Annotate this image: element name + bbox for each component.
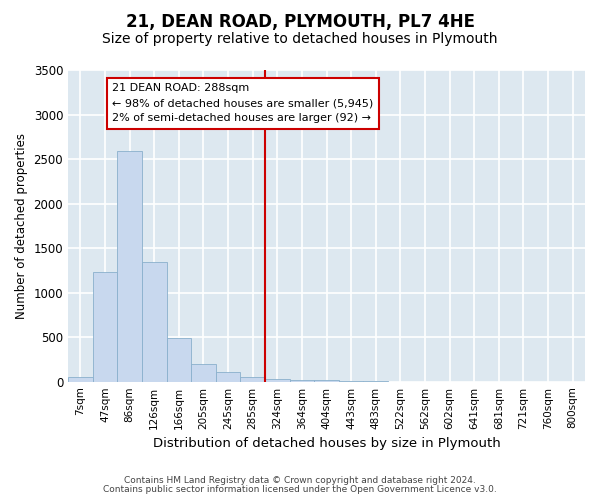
Bar [265, 378, 290, 382]
Bar [339, 381, 364, 382]
Text: 21, DEAN ROAD, PLYMOUTH, PL7 4HE: 21, DEAN ROAD, PLYMOUTH, PL7 4HE [125, 12, 475, 30]
Text: Size of property relative to detached houses in Plymouth: Size of property relative to detached ho… [102, 32, 498, 46]
Text: Contains public sector information licensed under the Open Government Licence v3: Contains public sector information licen… [103, 485, 497, 494]
Bar [167, 338, 191, 382]
Bar [92, 272, 117, 382]
Bar [142, 262, 167, 382]
Bar [290, 380, 314, 382]
Bar [241, 377, 265, 382]
Bar [191, 364, 216, 382]
Text: 21 DEAN ROAD: 288sqm
← 98% of detached houses are smaller (5,945)
2% of semi-det: 21 DEAN ROAD: 288sqm ← 98% of detached h… [112, 84, 374, 123]
Bar [68, 377, 92, 382]
X-axis label: Distribution of detached houses by size in Plymouth: Distribution of detached houses by size … [152, 437, 500, 450]
Bar [314, 380, 339, 382]
Bar [364, 381, 388, 382]
Bar [216, 372, 241, 382]
Text: Contains HM Land Registry data © Crown copyright and database right 2024.: Contains HM Land Registry data © Crown c… [124, 476, 476, 485]
Bar [117, 151, 142, 382]
Y-axis label: Number of detached properties: Number of detached properties [15, 133, 28, 319]
